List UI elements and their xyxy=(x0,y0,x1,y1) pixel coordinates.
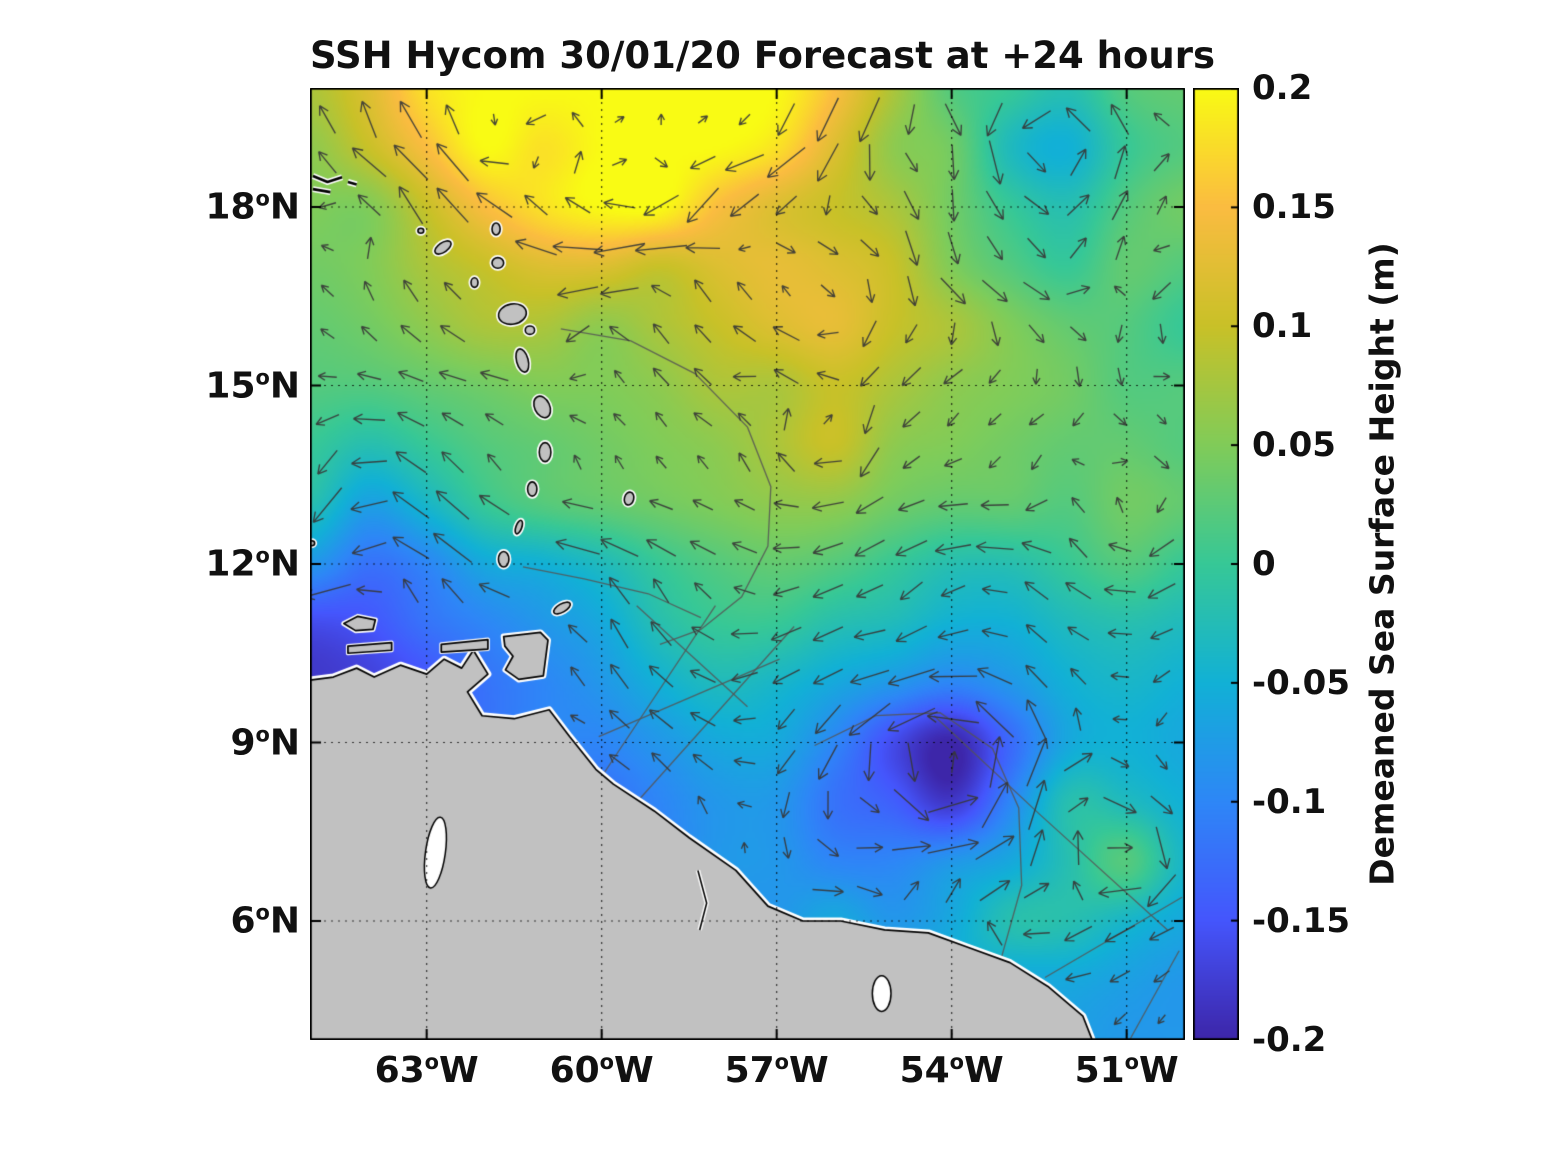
colorbar-tick-label: -0.15 xyxy=(1252,901,1350,941)
colorbar-tick-label: -0.2 xyxy=(1252,1020,1327,1060)
colorbar-tick-label: -0.05 xyxy=(1252,663,1350,703)
colorbar-tick-label: 0.15 xyxy=(1252,187,1336,227)
y-tick-label: 6oN xyxy=(230,900,300,942)
y-tick-label: 18oN xyxy=(205,186,300,228)
x-tick-label: 51oW xyxy=(1074,1050,1179,1091)
ssh-map-canvas xyxy=(310,88,1185,1040)
x-tick-label: 57oW xyxy=(724,1050,829,1091)
colorbar-tick-label: 0.05 xyxy=(1252,425,1336,465)
x-tick-label: 54oW xyxy=(899,1050,1004,1091)
colorbar-tick-label: 0.2 xyxy=(1252,68,1313,108)
figure-title: SSH Hycom 30/01/20 Forecast at +24 hours xyxy=(310,34,1216,77)
colorbar-axis-label: Demeaned Sea Surface Height (m) xyxy=(1362,242,1402,886)
colorbar-gradient xyxy=(1193,88,1239,1040)
y-tick-label: 12oN xyxy=(205,543,300,585)
colorbar-tick-label: 0 xyxy=(1252,544,1276,584)
x-tick-label: 60oW xyxy=(549,1050,654,1091)
x-tick-label: 63oW xyxy=(374,1050,479,1091)
colorbar-tick-label: -0.1 xyxy=(1252,782,1327,822)
colorbar-tick-label: 0.1 xyxy=(1252,306,1313,346)
y-tick-label: 15oN xyxy=(205,365,300,406)
y-tick-label: 9oN xyxy=(230,722,300,763)
